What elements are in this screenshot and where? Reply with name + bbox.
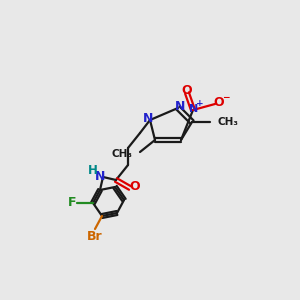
Text: −: − [222, 92, 230, 101]
Text: O: O [130, 179, 140, 193]
Text: CH₃: CH₃ [217, 117, 238, 127]
Text: N: N [143, 112, 153, 125]
Text: CH₃: CH₃ [112, 149, 133, 159]
Text: Br: Br [87, 230, 103, 244]
Text: H: H [88, 164, 98, 178]
Text: N: N [175, 100, 185, 112]
Text: O: O [182, 83, 192, 97]
Text: N: N [189, 104, 199, 114]
Text: +: + [196, 100, 204, 109]
Text: F: F [68, 196, 76, 209]
Text: O: O [214, 97, 224, 110]
Text: N: N [95, 169, 105, 182]
